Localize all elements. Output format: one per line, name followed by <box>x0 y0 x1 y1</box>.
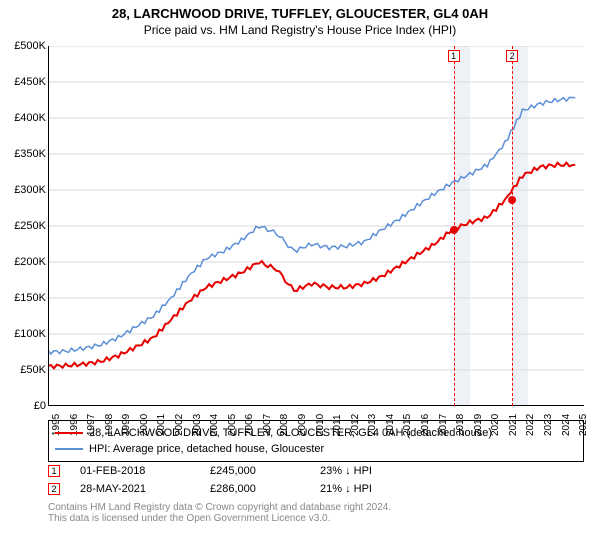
y-axis-label: £150K <box>0 292 46 304</box>
y-axis-label: £300K <box>0 184 46 196</box>
y-axis-label: £250K <box>0 220 46 232</box>
legend: 28, LARCHWOOD DRIVE, TUFFLEY, GLOUCESTER… <box>48 420 584 462</box>
sale-date: 01-FEB-2018 <box>80 465 190 477</box>
sale-price: £286,000 <box>210 483 300 495</box>
plot-border <box>48 46 584 406</box>
y-axis-label: £350K <box>0 148 46 160</box>
footer-line: This data is licensed under the Open Gov… <box>48 513 584 524</box>
y-axis-label: £400K <box>0 112 46 124</box>
sale-delta: 23% ↓ HPI <box>320 465 372 477</box>
sales-table: 1 01-FEB-2018 £245,000 23% ↓ HPI 2 28-MA… <box>48 462 584 498</box>
sale-delta: 21% ↓ HPI <box>320 483 372 495</box>
marker-box-icon: 1 <box>448 50 460 62</box>
legend-swatch <box>55 448 83 450</box>
marker-line <box>512 46 513 406</box>
y-axis-label: £200K <box>0 256 46 268</box>
marker-dot-icon <box>508 196 516 204</box>
y-axis-label: £0 <box>0 400 46 412</box>
y-axis-label: £50K <box>0 364 46 376</box>
sale-date: 28-MAY-2021 <box>80 483 190 495</box>
legend-label: 28, LARCHWOOD DRIVE, TUFFLEY, GLOUCESTER… <box>89 427 492 439</box>
chart-area: 12 <box>48 46 584 406</box>
y-axis-label: £500K <box>0 40 46 52</box>
marker-box-icon: 2 <box>506 50 518 62</box>
y-axis-label: £100K <box>0 328 46 340</box>
chart-title: 28, LARCHWOOD DRIVE, TUFFLEY, GLOUCESTER… <box>0 6 600 21</box>
legend-label: HPI: Average price, detached house, Glou… <box>89 443 324 455</box>
sale-price: £245,000 <box>210 465 300 477</box>
legend-item: 28, LARCHWOOD DRIVE, TUFFLEY, GLOUCESTER… <box>55 425 577 441</box>
sale-marker-icon: 2 <box>48 483 60 495</box>
legend-swatch <box>55 432 83 434</box>
chart-subtitle: Price paid vs. HM Land Registry's House … <box>0 23 600 37</box>
footer-line: Contains HM Land Registry data © Crown c… <box>48 502 584 513</box>
sale-marker-icon: 1 <box>48 465 60 477</box>
sale-row: 2 28-MAY-2021 £286,000 21% ↓ HPI <box>48 480 584 498</box>
sale-row: 1 01-FEB-2018 £245,000 23% ↓ HPI <box>48 462 584 480</box>
marker-dot-icon <box>450 226 458 234</box>
y-axis-label: £450K <box>0 76 46 88</box>
legend-item: HPI: Average price, detached house, Glou… <box>55 441 577 457</box>
footer: Contains HM Land Registry data © Crown c… <box>48 502 584 524</box>
